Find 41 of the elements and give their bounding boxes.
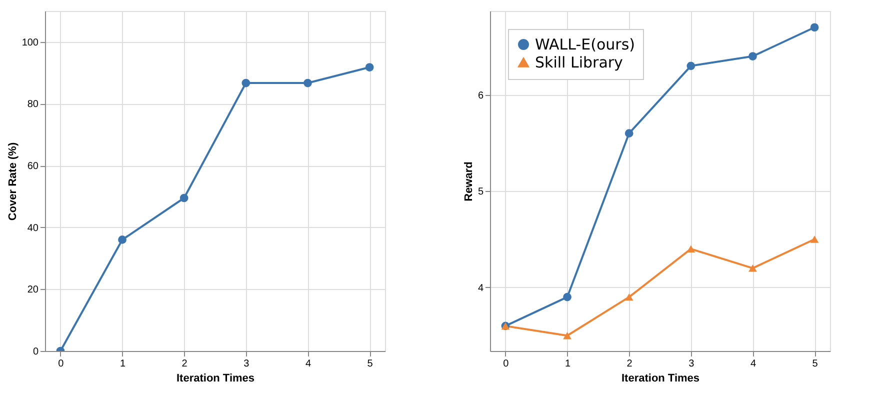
- x-tick-label: 0: [58, 358, 64, 370]
- point: [748, 264, 757, 272]
- x-tick-label: 2: [182, 358, 188, 370]
- x-tick-label: 3: [244, 358, 250, 370]
- point: [563, 332, 572, 340]
- x-tick-label: 2: [626, 358, 633, 370]
- point: [242, 78, 250, 88]
- y-tick-label: 40: [27, 222, 39, 234]
- x-tick-label: 4: [305, 358, 312, 370]
- legend-label: WALL-E(ours): [535, 36, 635, 54]
- point: [304, 78, 312, 88]
- y-tick-label: 80: [27, 99, 39, 110]
- x-tick-label: 1: [564, 358, 571, 370]
- y-tick-label: 5: [478, 186, 484, 198]
- x-tick-label: 3: [688, 358, 695, 370]
- point: [118, 236, 126, 244]
- y-tick-label: 60: [27, 161, 39, 172]
- y-tick-label: 100: [22, 37, 39, 48]
- y-axis-title: Cover Rate (%): [6, 142, 19, 221]
- x-tick-label: 5: [367, 358, 374, 370]
- y-tick-label: 4: [478, 282, 484, 294]
- point: [563, 292, 572, 302]
- point: [810, 236, 819, 243]
- y-tick-label: 0: [32, 346, 39, 358]
- point: [748, 52, 757, 60]
- y-axis-title: Reward: [462, 162, 475, 202]
- x-tick-label: 4: [750, 358, 756, 370]
- point: [624, 129, 634, 138]
- point: [365, 63, 374, 72]
- x-tick-label: 0: [503, 358, 510, 370]
- x-tick-label: 5: [812, 358, 818, 370]
- legend-label: Skill Library: [535, 54, 624, 72]
- point: [180, 194, 188, 202]
- point: [624, 293, 634, 301]
- y-tick-label: 20: [27, 284, 39, 296]
- x-axis-title: Iteration Times: [621, 372, 700, 384]
- x-axis-title: Iteration Times: [176, 372, 255, 384]
- y-tick-label: 6: [478, 90, 484, 102]
- point: [810, 23, 819, 32]
- x-tick-label: 1: [120, 358, 126, 370]
- point: [686, 62, 696, 70]
